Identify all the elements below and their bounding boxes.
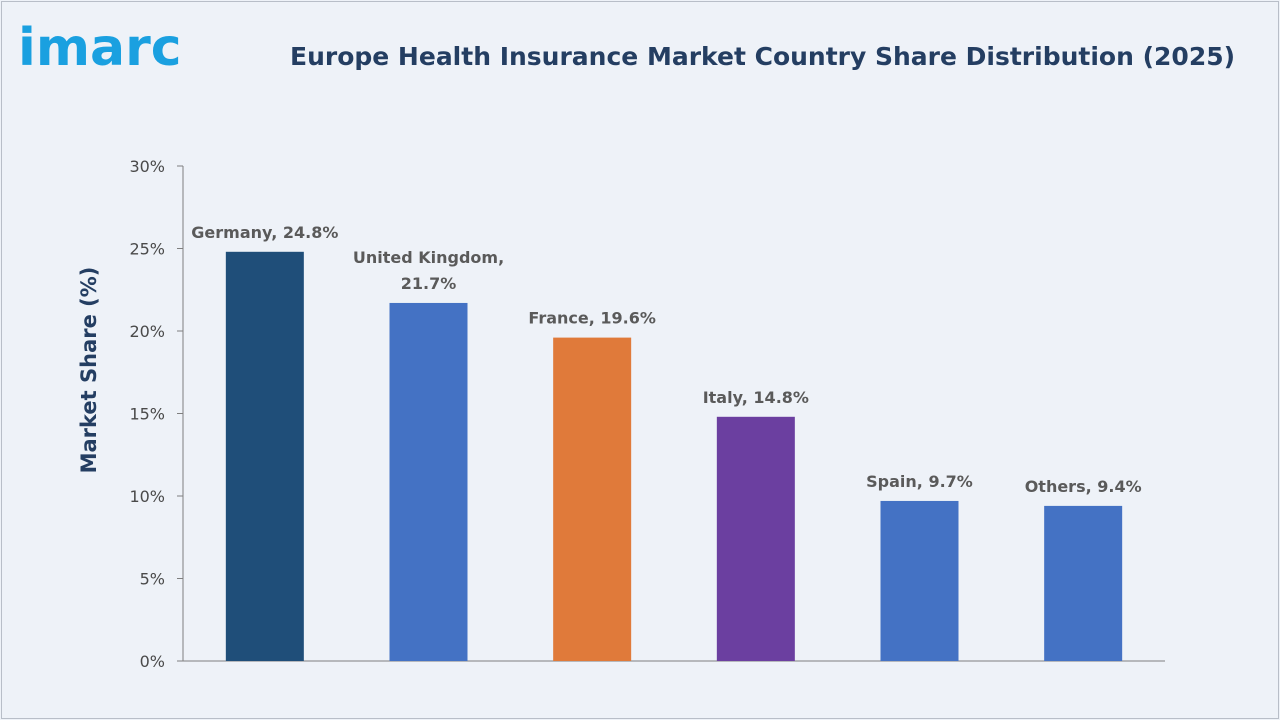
- data-label: 21.7%: [401, 274, 457, 293]
- data-label: Italy, 14.8%: [703, 388, 809, 407]
- y-tick-label: 10%: [129, 487, 165, 506]
- bar-france: [553, 337, 632, 661]
- y-tick-label: 5%: [140, 570, 165, 589]
- bar-united-kingdom: [389, 302, 468, 661]
- data-label: Others, 9.4%: [1025, 477, 1142, 496]
- data-label: France, 19.6%: [528, 309, 655, 328]
- y-tick-label: 25%: [129, 240, 165, 259]
- bar-germany: [225, 251, 304, 662]
- y-tick-label: 15%: [129, 405, 165, 424]
- imarc-logo: imarc: [18, 18, 182, 78]
- y-tick-label: 0%: [140, 652, 165, 671]
- data-label: United Kingdom,: [353, 248, 504, 267]
- bar-spain: [880, 500, 959, 661]
- bar-italy: [716, 416, 795, 661]
- y-axis-label: Market Share (%): [77, 267, 101, 474]
- bar-others: [1044, 505, 1123, 661]
- chart-title: Europe Health Insurance Market Country S…: [290, 42, 1236, 71]
- y-tick-label: 20%: [129, 322, 165, 341]
- y-tick-label: 30%: [129, 157, 165, 176]
- data-label: Spain, 9.7%: [866, 472, 973, 491]
- data-label: Germany, 24.8%: [191, 223, 338, 242]
